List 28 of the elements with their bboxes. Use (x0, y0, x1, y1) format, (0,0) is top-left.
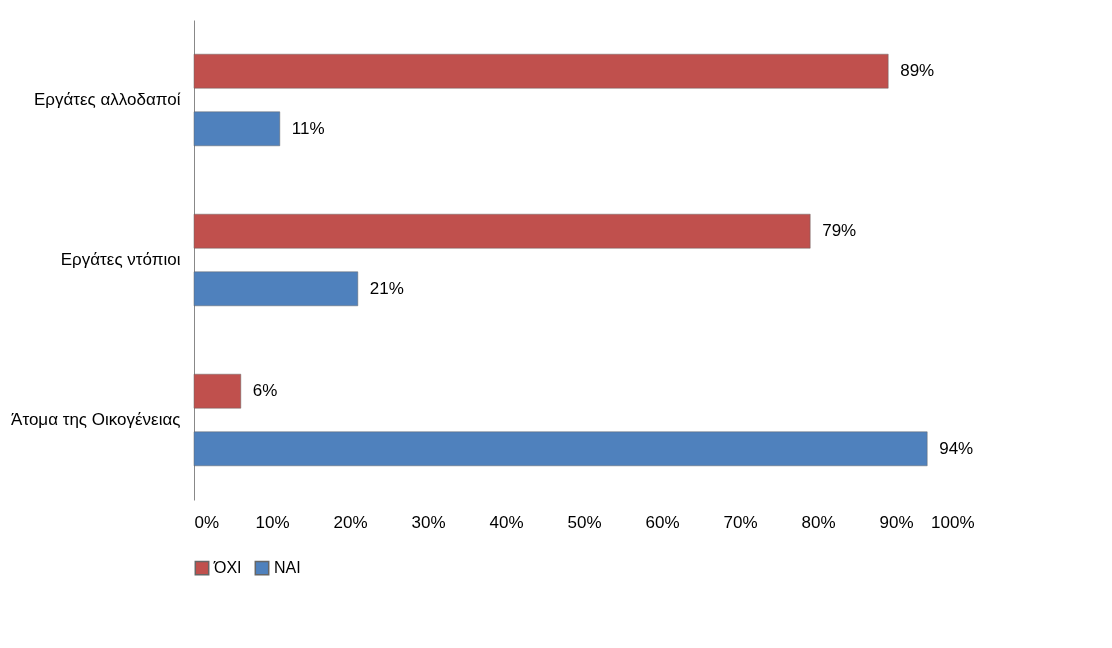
x-tick-label: 20% (333, 512, 368, 532)
x-tick-label: 100% (931, 512, 975, 532)
data-label: 79% (822, 221, 857, 241)
data-label: 21% (369, 278, 404, 298)
x-tick-label: 70% (723, 512, 758, 532)
bar (193, 111, 281, 147)
x-tick-label: 0% (194, 512, 220, 532)
bar (193, 213, 811, 249)
legend-label: ΌΧΙ (213, 559, 242, 577)
bar (193, 271, 359, 307)
x-tick-label: 40% (489, 512, 524, 532)
y-tick-label: Άτομα της Οικογένειας (11, 410, 181, 429)
x-tick-label: 50% (567, 512, 602, 532)
data-label: 89% (900, 61, 935, 81)
bar (193, 53, 889, 89)
x-tick-label: 10% (255, 512, 290, 532)
legend-label: ΝΑΙ (274, 559, 301, 577)
x-tick-label: 60% (645, 512, 680, 532)
x-tick-label: 90% (879, 512, 914, 532)
bar (193, 373, 242, 409)
data-label: 11% (291, 118, 325, 138)
data-label: 6% (252, 381, 278, 401)
y-tick-label: Εργάτες ντόπιοι (60, 250, 181, 269)
bar (193, 431, 928, 467)
data-label: 94% (939, 438, 974, 458)
x-tick-label: 30% (411, 512, 446, 532)
x-tick-label: 80% (801, 512, 836, 532)
y-tick-label: Εργάτες αλλοδαποί (33, 90, 181, 109)
